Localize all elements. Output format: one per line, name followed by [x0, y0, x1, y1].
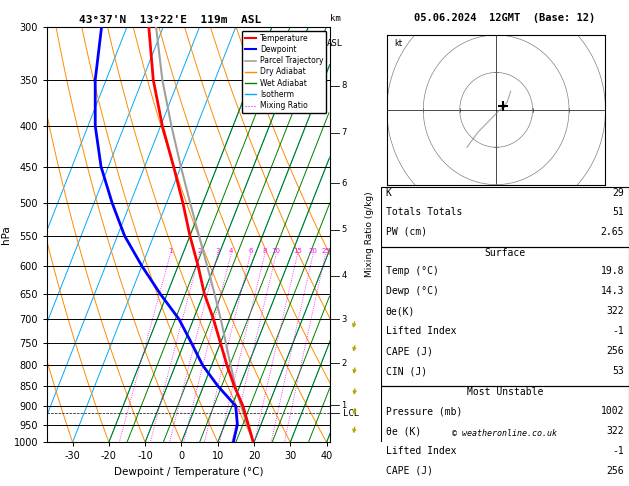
Text: θe(K): θe(K)	[386, 306, 415, 316]
Text: Mixing Ratio (g/kg): Mixing Ratio (g/kg)	[365, 191, 374, 278]
Text: LCL: LCL	[343, 409, 359, 418]
Text: © weatheronline.co.uk: © weatheronline.co.uk	[452, 429, 557, 438]
Text: CAPE (J): CAPE (J)	[386, 466, 433, 476]
Text: 7: 7	[342, 128, 347, 138]
Text: 6: 6	[342, 179, 347, 188]
Text: 1002: 1002	[601, 406, 624, 416]
Text: 51: 51	[612, 207, 624, 217]
Text: 3: 3	[342, 314, 347, 324]
Text: 256: 256	[606, 466, 624, 476]
Text: 15: 15	[293, 248, 302, 254]
Text: CIN (J): CIN (J)	[386, 366, 426, 376]
Text: CAPE (J): CAPE (J)	[386, 346, 433, 356]
Text: 1: 1	[168, 248, 172, 254]
Text: 1: 1	[342, 400, 347, 410]
Text: -1: -1	[612, 446, 624, 456]
Text: 256: 256	[606, 346, 624, 356]
Text: 3: 3	[215, 248, 220, 254]
Text: Pressure (mb): Pressure (mb)	[386, 406, 462, 416]
Text: -1: -1	[612, 326, 624, 336]
Text: 322: 322	[606, 306, 624, 316]
Text: Most Unstable: Most Unstable	[467, 387, 543, 398]
Text: 5: 5	[342, 225, 347, 234]
Text: ASL: ASL	[327, 39, 343, 48]
Text: θe (K): θe (K)	[386, 426, 421, 436]
Text: 8: 8	[262, 248, 267, 254]
Text: Lifted Index: Lifted Index	[386, 326, 456, 336]
Text: 2: 2	[198, 248, 202, 254]
Text: K: K	[386, 188, 391, 198]
Text: 2: 2	[342, 359, 347, 367]
Text: 4: 4	[342, 271, 347, 280]
Text: Surface: Surface	[484, 248, 525, 258]
Text: 29: 29	[612, 188, 624, 198]
Text: 2.65: 2.65	[601, 226, 624, 237]
Legend: Temperature, Dewpoint, Parcel Trajectory, Dry Adiabat, Wet Adiabat, Isotherm, Mi: Temperature, Dewpoint, Parcel Trajectory…	[242, 31, 326, 113]
Text: 6: 6	[248, 248, 253, 254]
Y-axis label: hPa: hPa	[1, 225, 11, 244]
Text: 53: 53	[612, 366, 624, 376]
Text: Totals Totals: Totals Totals	[386, 207, 462, 217]
Text: PW (cm): PW (cm)	[386, 226, 426, 237]
Text: 14.3: 14.3	[601, 286, 624, 296]
X-axis label: Dewpoint / Temperature (°C): Dewpoint / Temperature (°C)	[114, 467, 264, 477]
Text: 05.06.2024  12GMT  (Base: 12): 05.06.2024 12GMT (Base: 12)	[414, 13, 596, 22]
Text: kt: kt	[394, 39, 403, 48]
Text: Dewp (°C): Dewp (°C)	[386, 286, 438, 296]
Text: 19.8: 19.8	[601, 266, 624, 277]
Text: 43°37'N  13°22'E  119m  ASL: 43°37'N 13°22'E 119m ASL	[79, 15, 261, 25]
Text: km: km	[330, 14, 341, 22]
Text: 4: 4	[229, 248, 233, 254]
Text: 322: 322	[606, 426, 624, 436]
Text: 8: 8	[342, 81, 347, 90]
Text: 20: 20	[309, 248, 318, 254]
Text: 25: 25	[321, 248, 330, 254]
Text: Temp (°C): Temp (°C)	[386, 266, 438, 277]
Text: Lifted Index: Lifted Index	[386, 446, 456, 456]
Text: 10: 10	[272, 248, 281, 254]
